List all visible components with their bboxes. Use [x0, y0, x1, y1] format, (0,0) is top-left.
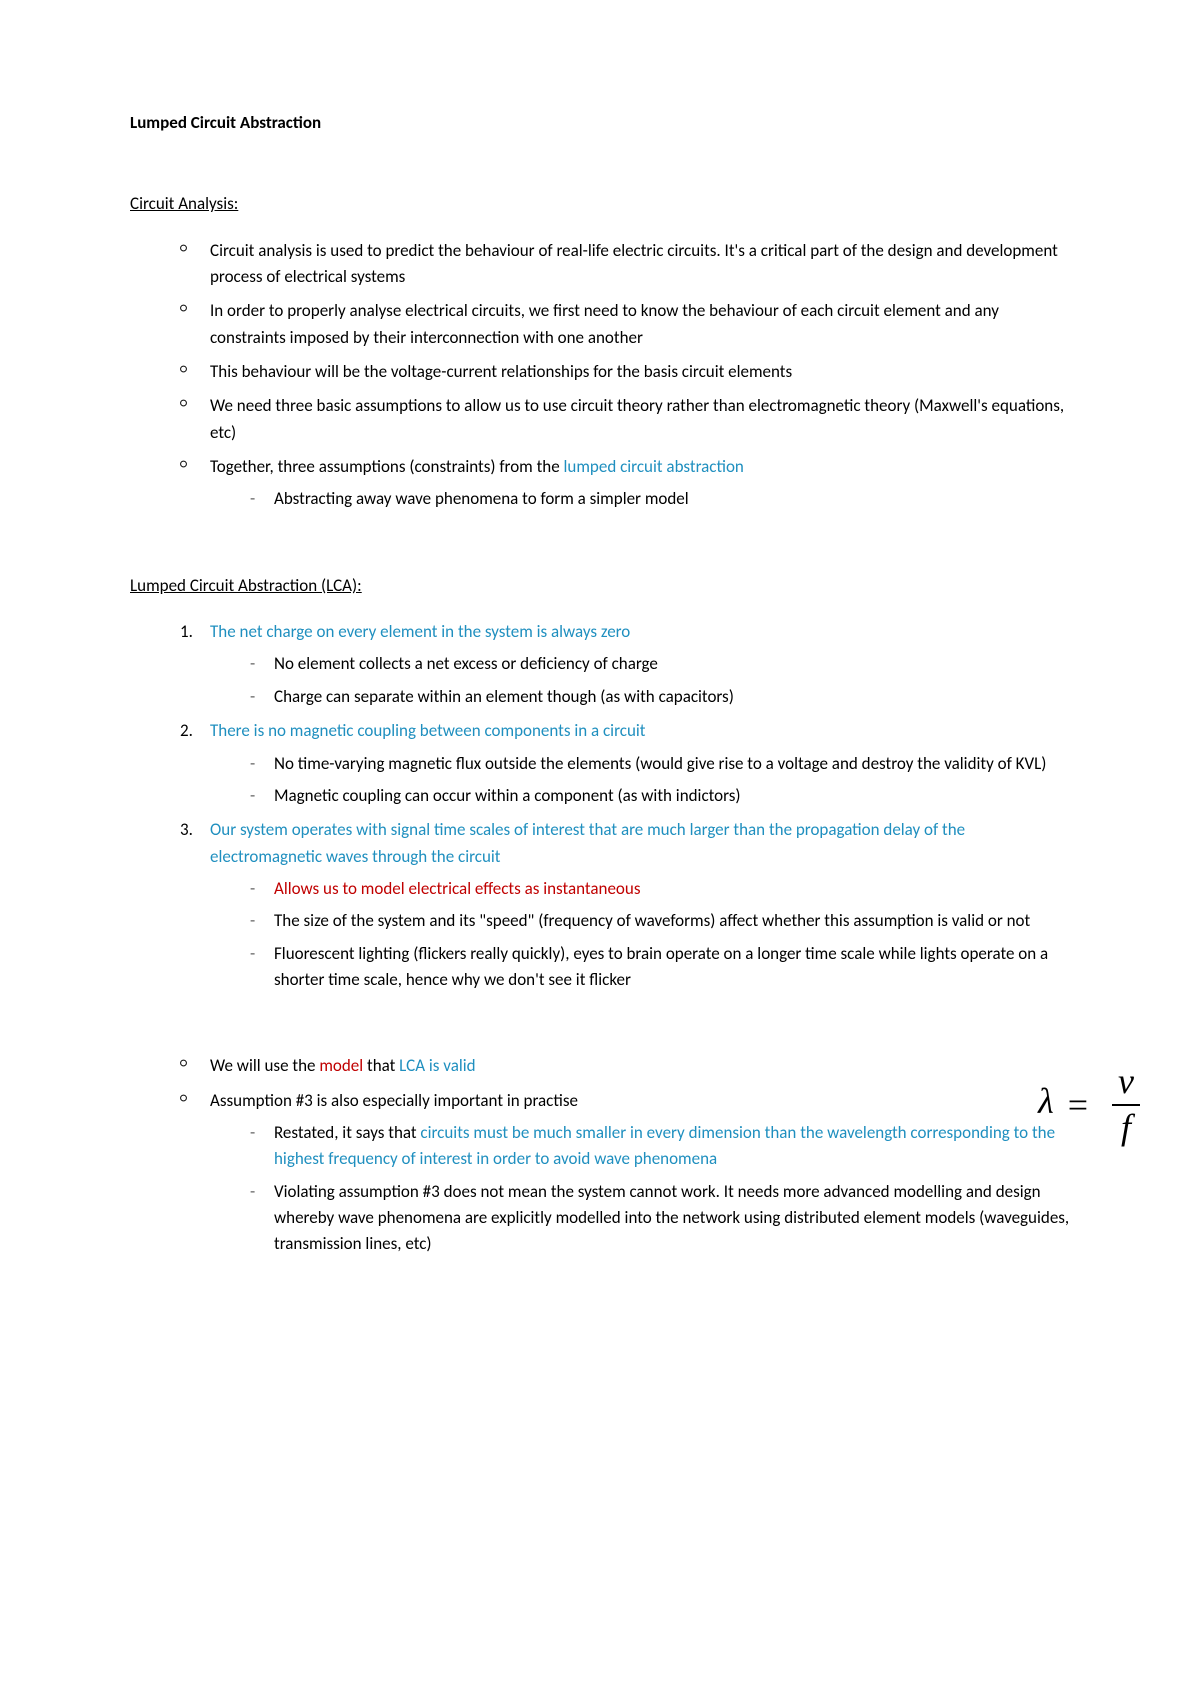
sub-item: No time-varying magnetic flux outside th…: [250, 751, 1070, 777]
text-fragment: Assumption #3 is also especially importa…: [210, 1090, 578, 1111]
sub-item: Fluorescent lighting (flickers really qu…: [250, 941, 1070, 994]
wavelength-formula: λ = v f: [1038, 1062, 1140, 1147]
text-highlight-blue: lumped circuit abstraction: [564, 456, 744, 477]
sub-list: Allows us to model electrical effects as…: [210, 876, 1070, 993]
analysis-list: Circuit analysis is used to predict the …: [130, 238, 1070, 513]
formula-fraction: v f: [1112, 1062, 1140, 1147]
text-highlight-red: model: [319, 1055, 363, 1076]
list-item: Circuit analysis is used to predict the …: [180, 238, 1070, 291]
document-page: Lumped Circuit Abstraction Circuit Analy…: [0, 0, 1200, 1418]
item-number: 1.: [180, 619, 193, 645]
list-item: In order to properly analyse electrical …: [180, 298, 1070, 351]
list-item: Assumption #3 is also especially importa…: [180, 1088, 1070, 1258]
text-highlight-blue: LCA is valid: [399, 1055, 475, 1076]
sub-list: No element collects a net excess or defi…: [210, 651, 1070, 710]
section-header-lca: Lumped Circuit Abstraction (LCA):: [130, 573, 1070, 599]
text-highlight-red: Allows us to model electrical effects as…: [274, 878, 640, 899]
text-fragment: Together, three assumptions (constraints…: [210, 456, 564, 477]
numbered-item: 3. Our system operates with signal time …: [180, 817, 1070, 993]
sub-item: Charge can separate within an element th…: [250, 684, 1070, 710]
sub-list: Abstracting away wave phenomena to form …: [210, 486, 1070, 512]
list-item: We will use the model that LCA is valid: [180, 1053, 1070, 1079]
sub-item: Violating assumption #3 does not mean th…: [250, 1179, 1070, 1258]
formula-denominator: f: [1112, 1106, 1140, 1148]
formula-numerator: v: [1112, 1062, 1140, 1106]
item-number: 2.: [180, 718, 193, 744]
list-item: Together, three assumptions (constraints…: [180, 454, 1070, 513]
text-highlight-blue: Our system operates with signal time sca…: [210, 819, 965, 866]
formula-lambda: λ: [1038, 1081, 1054, 1121]
text-highlight-blue: The net charge on every element in the s…: [210, 621, 630, 642]
lca-list: 1. The net charge on every element in th…: [130, 619, 1070, 993]
page-title: Lumped Circuit Abstraction: [130, 110, 1070, 136]
text-highlight-blue: There is no magnetic coupling between co…: [210, 720, 645, 741]
formula-equals: =: [1068, 1085, 1088, 1125]
sub-list: Restated, it says that circuits must be …: [210, 1120, 1070, 1258]
sub-item: Magnetic coupling can occur within a com…: [250, 783, 1070, 809]
closing-list: We will use the model that LCA is valid …: [130, 1053, 1070, 1257]
list-item: We need three basic assumptions to allow…: [180, 393, 1070, 446]
numbered-item: 2. There is no magnetic coupling between…: [180, 718, 1070, 809]
section-header-analysis: Circuit Analysis:: [130, 191, 1070, 217]
text-fragment: Restated, it says that: [274, 1122, 420, 1143]
sub-item: Restated, it says that circuits must be …: [250, 1120, 1070, 1173]
text-fragment: We will use the: [210, 1055, 319, 1076]
sub-item: No element collects a net excess or defi…: [250, 651, 1070, 677]
numbered-item: 1. The net charge on every element in th…: [180, 619, 1070, 710]
sub-item: Allows us to model electrical effects as…: [250, 876, 1070, 902]
sub-list: No time-varying magnetic flux outside th…: [210, 751, 1070, 810]
sub-item: The size of the system and its "speed" (…: [250, 908, 1070, 934]
sub-item: Abstracting away wave phenomena to form …: [250, 486, 1070, 512]
list-item: This behaviour will be the voltage-curre…: [180, 359, 1070, 385]
item-number: 3.: [180, 817, 193, 843]
text-fragment: that: [363, 1055, 399, 1076]
